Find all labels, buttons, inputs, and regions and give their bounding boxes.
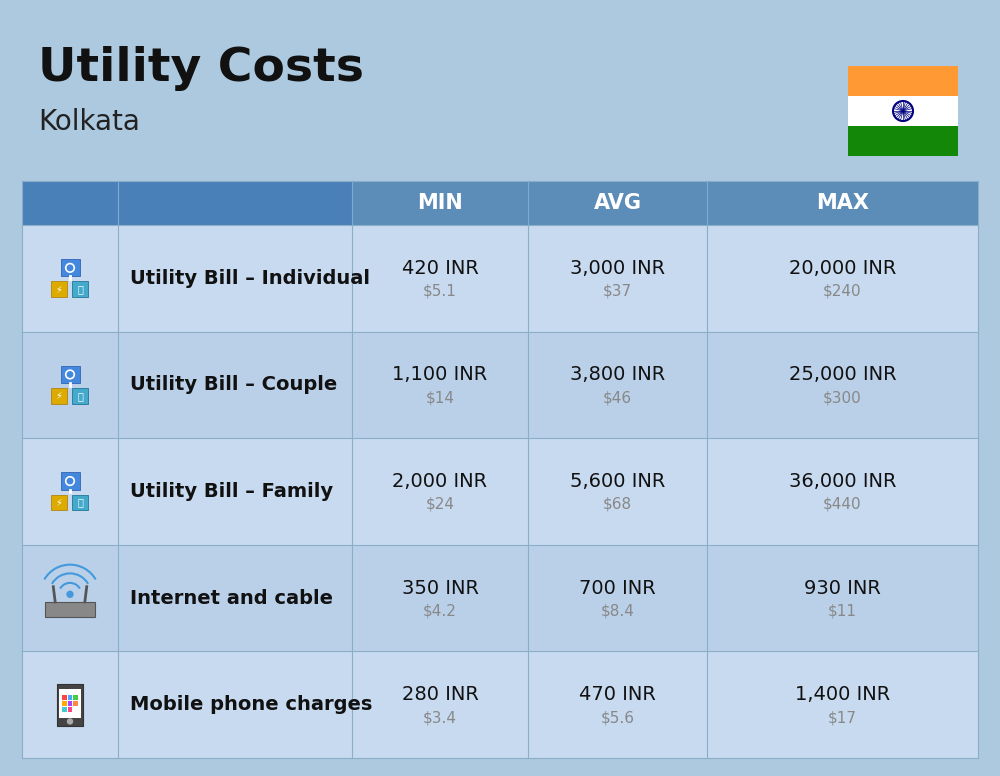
Text: Mobile phone charges: Mobile phone charges [130, 695, 372, 714]
Text: $300: $300 [823, 390, 862, 405]
Bar [45, 602, 95, 617]
Text: 💧: 💧 [77, 284, 83, 294]
Circle shape [67, 591, 73, 598]
Bar [848, 126, 958, 156]
Text: 420 INR: 420 INR [402, 259, 478, 278]
Text: 💧: 💧 [77, 497, 83, 508]
Text: $17: $17 [828, 710, 857, 726]
Text: $240: $240 [823, 284, 862, 299]
Text: ⚡: ⚡ [56, 497, 62, 508]
Text: Utility Bill – Individual: Utility Bill – Individual [130, 268, 370, 288]
Text: $440: $440 [823, 497, 862, 512]
Text: $5.1: $5.1 [423, 284, 457, 299]
Text: 36,000 INR: 36,000 INR [789, 472, 896, 491]
Text: $8.4: $8.4 [601, 604, 634, 618]
Bar [22, 331, 978, 438]
Text: 25,000 INR: 25,000 INR [789, 365, 896, 384]
Bar [60, 366, 80, 383]
Bar [68, 707, 72, 712]
Text: MIN: MIN [417, 193, 463, 213]
Text: Internet and cable: Internet and cable [130, 589, 333, 608]
Bar [68, 695, 72, 700]
Text: 700 INR: 700 INR [579, 579, 656, 598]
Text: MAX: MAX [816, 193, 869, 213]
Text: $5.6: $5.6 [600, 710, 635, 726]
Text: 1,400 INR: 1,400 INR [795, 685, 890, 704]
Text: AVG: AVG [594, 193, 642, 213]
Text: $4.2: $4.2 [423, 604, 457, 618]
Text: $24: $24 [426, 497, 454, 512]
Text: $37: $37 [603, 284, 632, 299]
Bar [22, 181, 978, 225]
Bar [59, 689, 81, 718]
Text: 5,600 INR: 5,600 INR [570, 472, 665, 491]
Bar [22, 181, 352, 225]
Bar [60, 473, 80, 490]
Bar [72, 282, 88, 297]
Bar [73, 695, 78, 700]
Text: ⚡: ⚡ [56, 391, 62, 401]
Bar [73, 701, 78, 706]
Bar [51, 494, 67, 511]
Text: $46: $46 [603, 390, 632, 405]
Bar [22, 438, 978, 545]
Text: 470 INR: 470 INR [579, 685, 656, 704]
Text: Utility Costs: Utility Costs [38, 46, 364, 91]
Circle shape [67, 719, 73, 724]
Text: $14: $14 [426, 390, 454, 405]
Text: 💧: 💧 [77, 391, 83, 401]
Text: Kolkata: Kolkata [38, 108, 140, 136]
Bar [62, 695, 67, 700]
Text: 1,100 INR: 1,100 INR [392, 365, 488, 384]
Bar [72, 388, 88, 404]
Text: $11: $11 [828, 604, 857, 618]
Bar [22, 225, 978, 331]
Text: $3.4: $3.4 [423, 710, 457, 726]
Bar [22, 545, 978, 651]
Bar [848, 96, 958, 126]
Text: 2,000 INR: 2,000 INR [392, 472, 488, 491]
Text: Utility Bill – Couple: Utility Bill – Couple [130, 376, 337, 394]
Bar [57, 684, 83, 726]
Text: 20,000 INR: 20,000 INR [789, 259, 896, 278]
Text: 280 INR: 280 INR [402, 685, 478, 704]
Bar [62, 701, 67, 706]
Bar [62, 707, 67, 712]
Text: Utility Bill – Family: Utility Bill – Family [130, 482, 333, 501]
Bar [848, 66, 958, 96]
Text: 3,800 INR: 3,800 INR [570, 365, 665, 384]
Text: 350 INR: 350 INR [402, 579, 479, 598]
Text: 3,000 INR: 3,000 INR [570, 259, 665, 278]
Bar [51, 388, 67, 404]
Bar [72, 494, 88, 511]
Bar [60, 259, 80, 276]
Text: 930 INR: 930 INR [804, 579, 881, 598]
Bar [68, 701, 72, 706]
Bar [22, 651, 978, 758]
Text: ⚡: ⚡ [56, 284, 62, 294]
Text: $68: $68 [603, 497, 632, 512]
Bar [51, 282, 67, 297]
